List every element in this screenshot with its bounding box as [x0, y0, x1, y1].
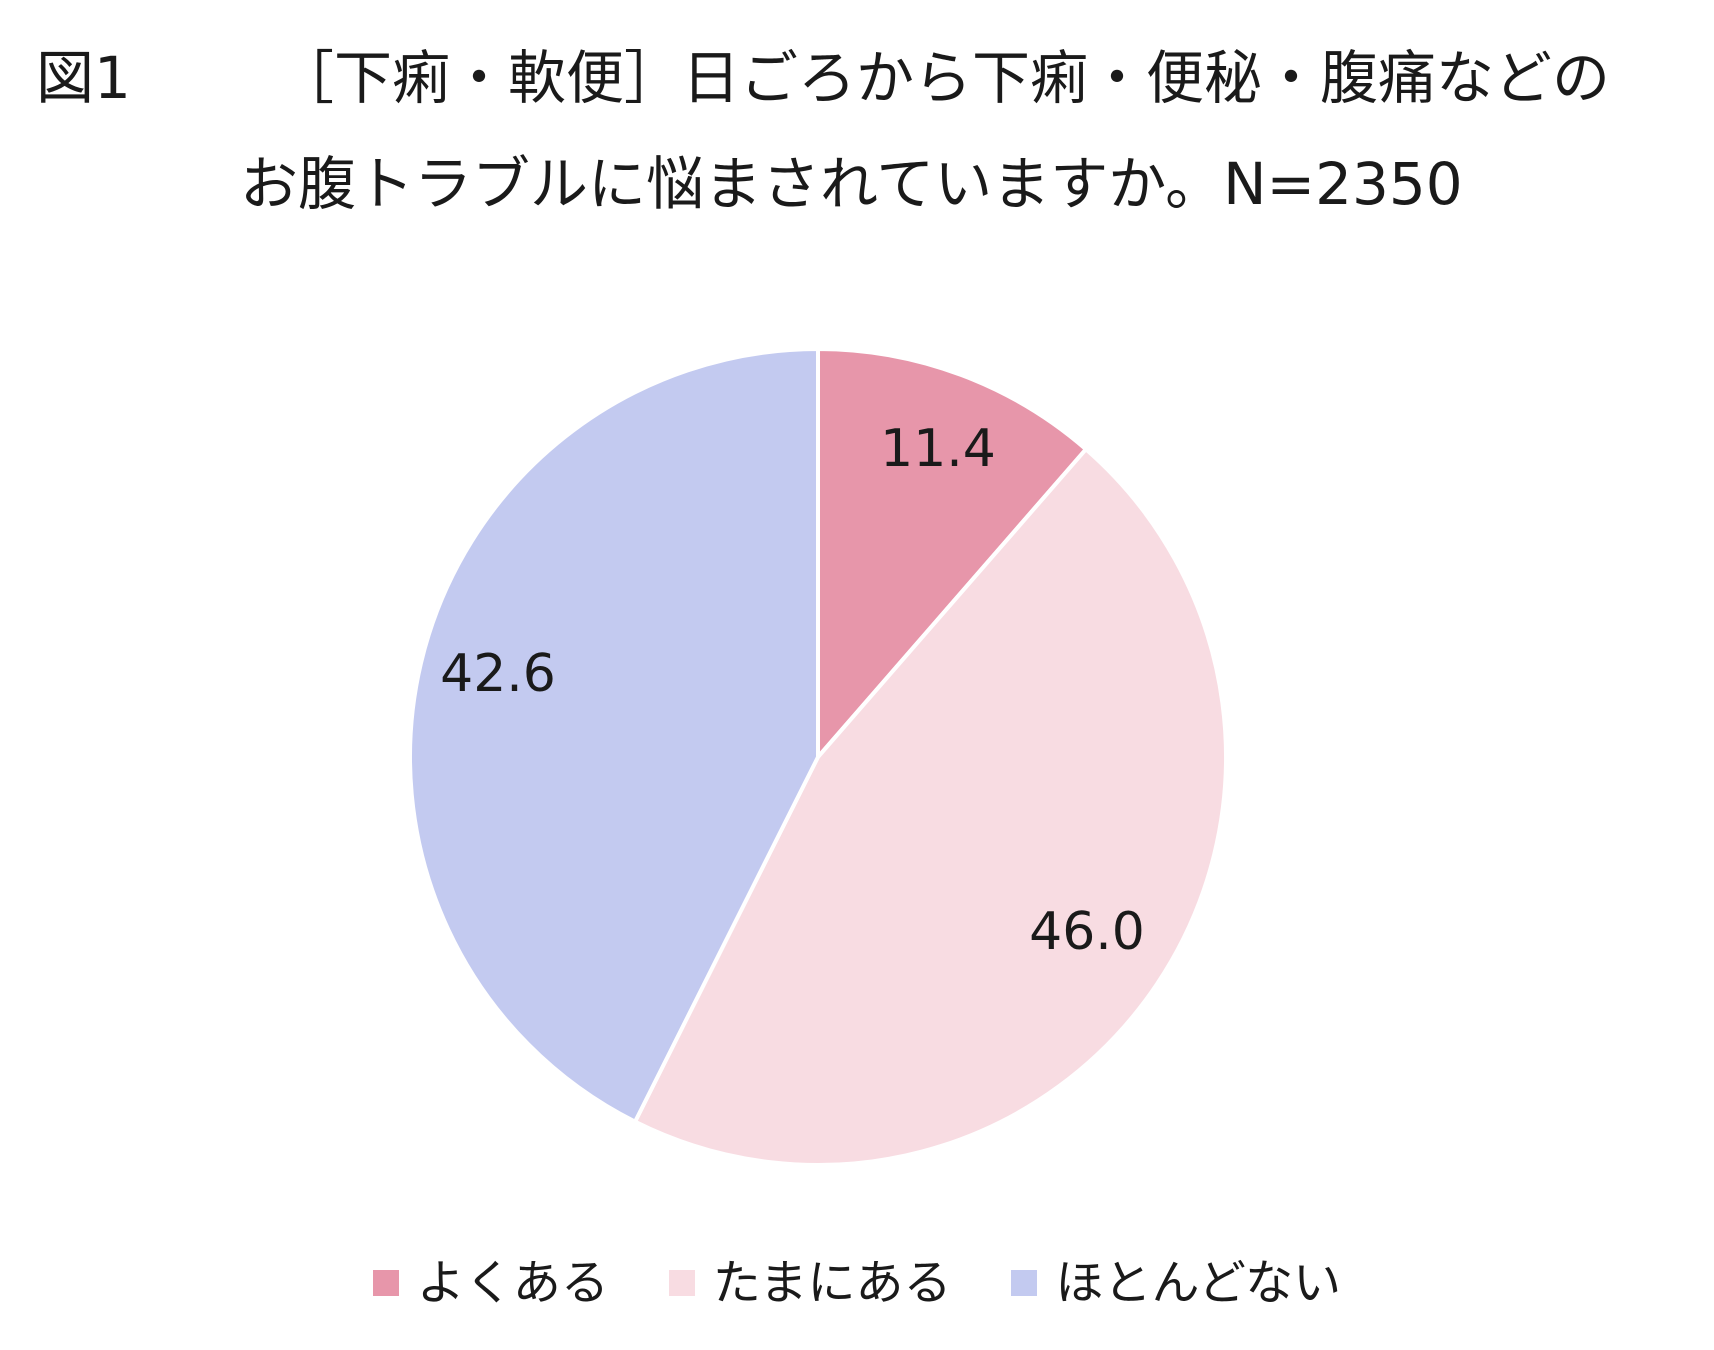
legend-swatch-1	[372, 1270, 399, 1296]
title-line-1: ［下痢・軟便］日ごろから下痢・便秘・腹痛などの	[276, 44, 1611, 112]
legend-swatch-2	[668, 1270, 695, 1296]
legend-swatch-3	[1011, 1270, 1038, 1296]
pie-slice-3	[408, 347, 820, 1124]
legend-item-2: たまにある	[668, 1253, 952, 1313]
legend-label-2: たまにある	[712, 1255, 952, 1311]
legend-item-3: ほとんどない	[1011, 1253, 1341, 1313]
title-line-2: お腹トラブルに悩まされていますか。N=2350	[240, 150, 1463, 218]
slice-value-label-3: 42.6	[440, 644, 556, 704]
legend: よくある たまにある ほとんどない	[0, 1248, 1714, 1318]
pie-value-labels: 11.4 46.0 42.6	[440, 419, 1145, 962]
figure-label: 図1	[36, 44, 131, 112]
pie-slice-1	[816, 347, 1088, 759]
pie-slice-2	[633, 447, 1229, 1167]
slice-value-label-2: 46.0	[1029, 902, 1145, 962]
slice-value-label-1: 11.4	[880, 419, 996, 479]
legend-label-3: ほとんどない	[1055, 1255, 1342, 1311]
chart-title: 図1 ［下痢・軟便］日ごろから下痢・便秘・腹痛などの お腹トラブルに悩まされてい…	[0, 0, 1714, 240]
legend-item-1: よくある	[372, 1253, 609, 1313]
legend-label-1: よくある	[416, 1255, 609, 1311]
pie-chart: 11.4 46.0 42.6	[408, 347, 1229, 1167]
pie-slices	[408, 347, 1229, 1167]
